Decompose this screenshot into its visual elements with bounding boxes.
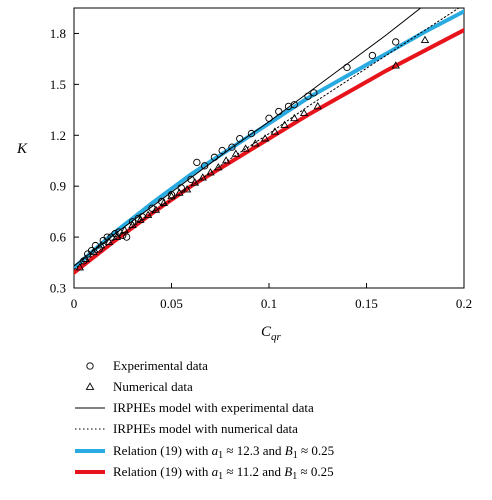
data-point-circle	[236, 135, 244, 143]
data-point-triangle	[128, 220, 137, 229]
data-point-circle	[200, 162, 209, 170]
x-tick-label: 0.1	[261, 296, 277, 311]
data-point-triangle	[182, 185, 192, 193]
data-point-triangle	[97, 241, 106, 249]
legend-label: Experimental data	[113, 358, 208, 373]
data-point-circle	[343, 63, 351, 72]
data-point-circle	[123, 233, 131, 241]
data-point-circle	[247, 129, 256, 138]
y-tick-label: 0.9	[50, 179, 66, 194]
data-point-triangle	[120, 225, 129, 234]
legend-marker-circle	[86, 362, 94, 370]
y-tick-label: 1.2	[50, 128, 66, 143]
x-tick-label: 0.2	[456, 296, 472, 311]
legend-item: IRPHEs model with experimental data	[75, 400, 314, 415]
data-point-triangle	[89, 247, 98, 256]
data-point-triangle	[206, 168, 215, 176]
data-point-circle	[193, 158, 201, 167]
data-point-triangle	[251, 139, 260, 147]
x-tick-label: 0	[71, 296, 78, 311]
data-point-circle	[290, 101, 298, 109]
x-axis-title: Cqr	[261, 324, 282, 343]
data-point-circle	[218, 146, 226, 155]
series-line	[74, 28, 464, 275]
legend-label: Numerical data	[113, 379, 193, 394]
data-point-triangle	[260, 134, 270, 142]
legend-item: IRPHEs model with numerical data	[75, 421, 298, 436]
data-point-triangle	[290, 113, 299, 122]
legend: Experimental data Numerical data IRPHEs mo…	[75, 358, 334, 482]
data-point-circle	[392, 38, 400, 46]
data-point-triangle	[75, 263, 85, 271]
data-point-triangle	[313, 101, 322, 110]
data-point-circle	[275, 107, 283, 116]
data-point-circle	[167, 191, 176, 199]
data-point-triangle	[151, 205, 161, 213]
legend-label: Relation (19) with a1 ≈ 12.3 and B1 ≈ 0.…	[113, 443, 334, 461]
data-point-circle	[103, 233, 111, 241]
data-point-triangle	[280, 120, 289, 128]
data-point-triangle	[104, 237, 114, 245]
x-tick-label: 0.05	[160, 296, 183, 311]
legend-item: Experimental data	[86, 358, 208, 373]
data-point-circle	[187, 175, 195, 184]
data-point-circle	[304, 92, 312, 100]
legend-label: Relation (19) with a1 ≈ 11.2 and B1 ≈ 0.…	[113, 464, 334, 482]
data-point-triangle	[270, 127, 280, 135]
data-point-circle	[265, 114, 273, 122]
data-point-triangle	[391, 61, 400, 69]
legend-label: IRPHEs model with numerical data	[113, 421, 298, 436]
data-point-circle	[177, 184, 185, 192]
data-point-triangle	[112, 232, 122, 240]
data-point-circle	[310, 89, 318, 97]
data-point-circle	[228, 143, 236, 151]
legend-label: IRPHEs model with experimental data	[113, 400, 314, 415]
data-point-triangle	[231, 149, 241, 157]
data-point-triangle	[167, 191, 176, 200]
y-tick-label: 0.3	[50, 281, 66, 296]
x-tick-label: 0.15	[355, 296, 378, 311]
data-point-circle	[368, 51, 376, 60]
data-point-triangle	[241, 144, 250, 152]
data-point-triangle	[136, 215, 145, 223]
legend-item: Relation (19) with a1 ≈ 11.2 and B1 ≈ 0.…	[75, 464, 334, 482]
plot-frame	[73, 7, 465, 289]
y-tick-label: 1.8	[50, 26, 66, 41]
y-tick-label: 1.5	[50, 77, 66, 92]
data-point-triangle	[143, 210, 153, 218]
data-point-circle	[210, 153, 219, 161]
plot-area: 0 0.05 0.1 0.15 0.2 0.3 0.6 0.9 1.2 1.5 1.8 Cqr K	[16, 7, 472, 343]
data-point-triangle	[190, 178, 200, 186]
data-point-triangle	[175, 188, 184, 196]
y-axis-title: K	[16, 141, 28, 157]
data-point-circle	[128, 218, 137, 226]
data-point-triangle	[81, 254, 90, 262]
y-tick-label: 0.6	[50, 230, 67, 245]
legend-item: Numerical data	[85, 379, 193, 394]
data-point-triangle	[159, 198, 168, 206]
data-point-triangle	[214, 163, 223, 171]
data-point-triangle	[221, 156, 231, 164]
legend-item: Relation (19) with a1 ≈ 12.3 and B1 ≈ 0.…	[75, 443, 334, 461]
data-point-triangle	[198, 173, 207, 181]
series-line	[74, 9, 464, 270]
data-point-circle	[80, 257, 88, 265]
legend-marker-triangle	[85, 382, 95, 390]
data-point-triangle	[420, 35, 430, 44]
data-point-triangle	[299, 108, 309, 117]
